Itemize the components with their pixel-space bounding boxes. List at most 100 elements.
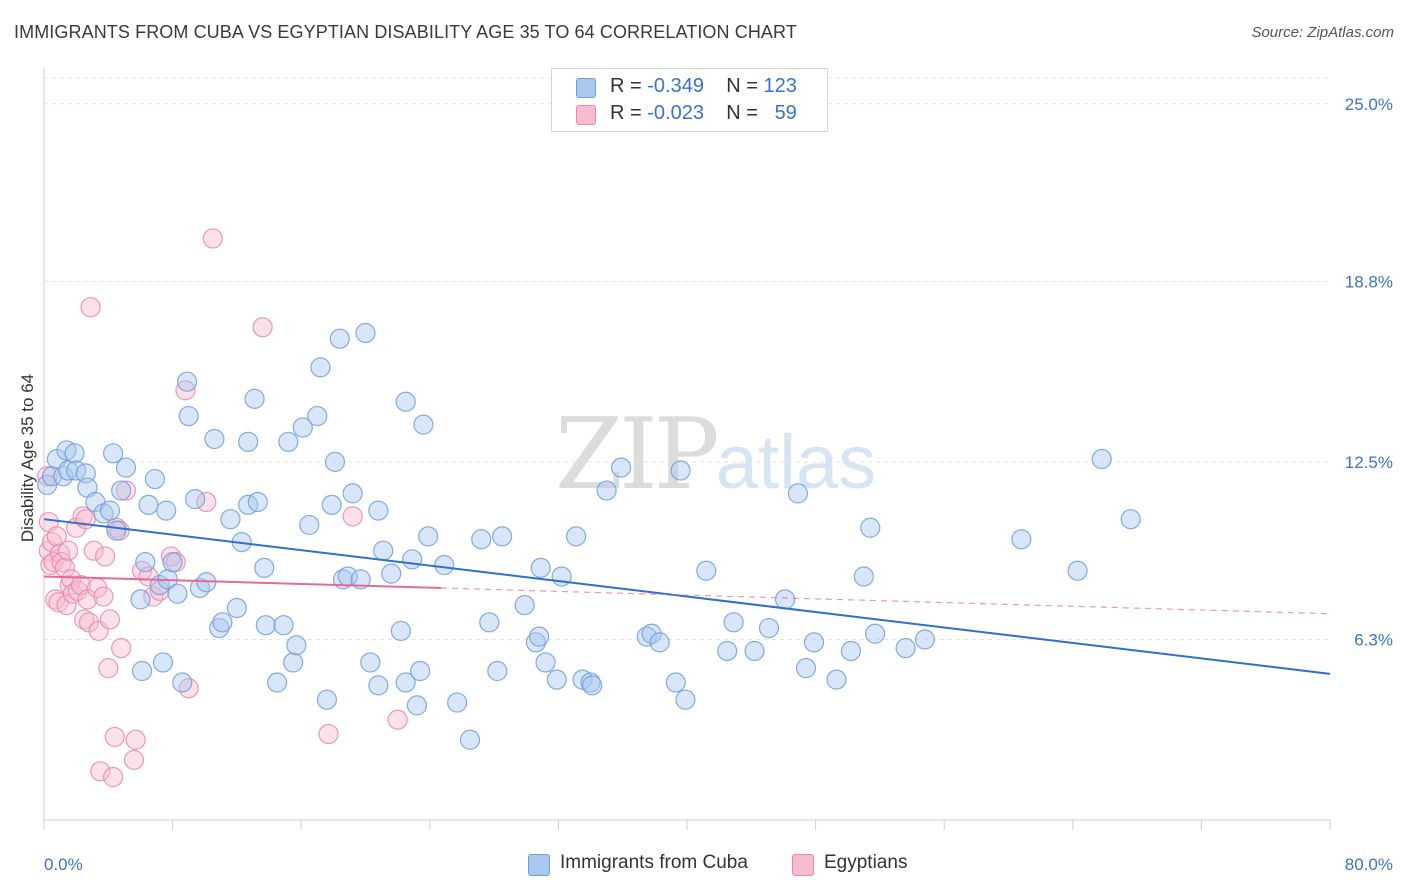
data-point xyxy=(395,391,416,412)
data-point xyxy=(723,612,744,633)
data-point xyxy=(247,491,268,513)
data-point xyxy=(125,729,146,750)
data-point xyxy=(355,322,376,344)
data-point xyxy=(111,480,132,501)
data-point xyxy=(152,652,174,673)
source-credit: Source: ZipAtlas.com xyxy=(1251,24,1394,41)
data-point xyxy=(675,689,696,710)
data-point xyxy=(1067,560,1088,581)
data-point xyxy=(123,749,145,770)
data-point xyxy=(286,635,307,656)
data-point xyxy=(254,557,275,578)
data-point xyxy=(131,660,153,682)
data-point xyxy=(342,506,363,527)
data-point xyxy=(144,468,166,490)
data-point xyxy=(115,480,137,501)
chart-title: IMMIGRANTS FROM CUBA VS EGYPTIAN DISABIL… xyxy=(14,22,797,42)
data-point xyxy=(381,563,402,584)
data-point xyxy=(774,589,796,610)
x-tick-label: 80.0% xyxy=(1345,855,1393,874)
data-point xyxy=(342,483,363,504)
data-point xyxy=(479,612,500,633)
watermark-zip: ZIP xyxy=(555,398,720,512)
data-points xyxy=(37,228,1141,788)
legend-n-label: N = xyxy=(726,75,758,97)
data-point xyxy=(487,660,508,682)
legend-n-value: 59 xyxy=(774,102,797,124)
data-point xyxy=(395,672,416,693)
data-point xyxy=(795,658,817,679)
data-point xyxy=(226,597,247,619)
bottom-legend-swatch-egyptians xyxy=(792,854,814,876)
axes xyxy=(43,68,1331,830)
data-point xyxy=(115,457,137,478)
data-point xyxy=(565,526,587,547)
data-point xyxy=(530,557,551,578)
data-point xyxy=(434,554,455,576)
data-point xyxy=(167,583,188,604)
data-point xyxy=(1091,448,1112,470)
data-point xyxy=(406,695,428,716)
data-point xyxy=(283,652,304,673)
data-point xyxy=(135,552,156,573)
data-point xyxy=(324,451,346,472)
data-point xyxy=(321,494,342,515)
data-point xyxy=(130,589,151,610)
y-tick-label: 25.0% xyxy=(1345,95,1393,114)
data-point xyxy=(402,549,423,570)
data-point xyxy=(94,546,116,567)
data-point xyxy=(459,729,481,750)
data-point xyxy=(373,540,394,561)
tick-labels: 6.3% 12.5% 18.8% 25.0% 0.0% 80.0% xyxy=(44,95,1393,874)
data-point xyxy=(350,569,371,590)
data-point xyxy=(292,417,313,438)
bottom-legend-label-cuba: Immigrants from Cuba xyxy=(560,852,748,873)
data-point xyxy=(368,500,389,521)
bottom-legend-label-egyptians: Egyptians xyxy=(824,852,908,873)
data-point xyxy=(914,629,936,650)
data-point xyxy=(492,526,513,547)
data-point xyxy=(895,638,916,659)
legend-n-value: 123 xyxy=(763,75,797,97)
data-point xyxy=(525,632,546,653)
watermark-atlas: atlas xyxy=(715,420,877,505)
data-point xyxy=(46,526,67,547)
trend-line-egyptians xyxy=(43,575,442,589)
data-point xyxy=(93,586,114,607)
watermark: ZIPatlas xyxy=(555,398,876,512)
data-point xyxy=(273,615,294,636)
data-point xyxy=(368,675,389,696)
data-point xyxy=(37,466,58,487)
data-point xyxy=(176,371,198,392)
data-point xyxy=(156,500,177,521)
data-point xyxy=(641,623,662,644)
data-point xyxy=(307,405,328,427)
data-point xyxy=(244,388,265,409)
data-point xyxy=(51,552,72,573)
data-point xyxy=(670,460,691,481)
data-point xyxy=(387,709,408,730)
data-point xyxy=(471,529,492,550)
data-point xyxy=(853,566,874,587)
data-point xyxy=(90,761,111,782)
data-point xyxy=(266,672,288,693)
legend-swatch-cuba xyxy=(576,78,596,98)
legend-r-value: -0.349 xyxy=(647,75,704,97)
data-point xyxy=(840,640,862,662)
data-point xyxy=(238,431,259,452)
data-point xyxy=(360,652,381,673)
data-point xyxy=(572,669,593,690)
legend-r-label: R = xyxy=(610,102,642,124)
data-point xyxy=(172,672,193,693)
data-point xyxy=(204,428,225,450)
legend-r-label: R = xyxy=(610,75,642,97)
y-tick-label: 12.5% xyxy=(1345,453,1393,472)
data-point xyxy=(252,317,273,338)
data-point xyxy=(696,560,717,581)
data-point xyxy=(665,672,686,693)
data-point xyxy=(758,617,780,639)
data-point xyxy=(99,500,121,521)
y-tick-label: 18.8% xyxy=(1345,272,1393,291)
data-point xyxy=(106,520,127,541)
